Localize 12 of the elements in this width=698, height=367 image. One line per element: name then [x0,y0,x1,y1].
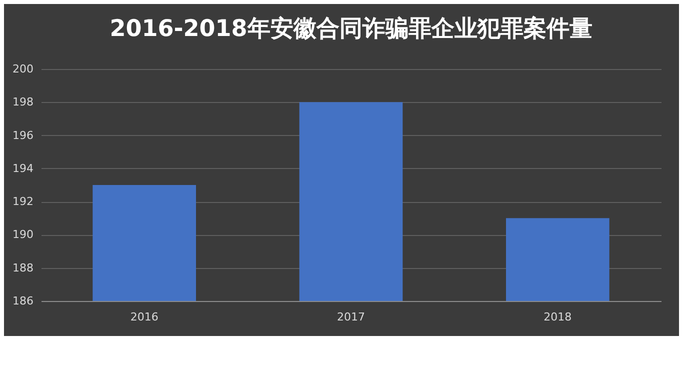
chart-title: 2016-2018年安徽合同诈骗罪企业犯罪案件量 [110,15,592,42]
y-tick-label: 196 [12,128,34,142]
y-tick-label: 188 [12,261,34,274]
y-tick-label: 194 [12,162,34,175]
y-tick-label: 190 [12,228,34,242]
y-tick-label: 198 [12,96,34,109]
y-tick-label: 186 [12,294,34,308]
x-tick-label: 2018 [544,310,572,324]
x-tick-label: 2017 [337,310,365,324]
y-tick-label: 200 [12,62,34,76]
x-tick-label: 2016 [130,310,158,324]
y-tick-label: 192 [12,195,34,208]
